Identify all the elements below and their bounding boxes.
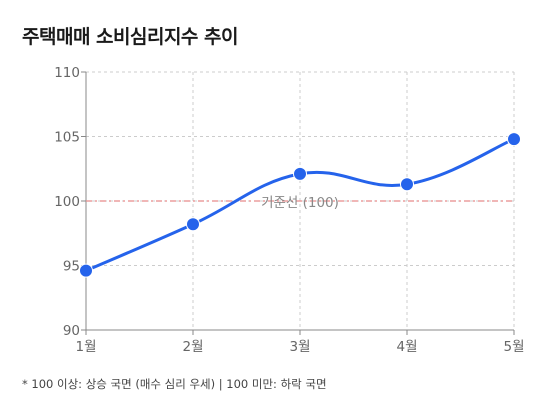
data-point <box>79 263 93 278</box>
tick-labels: 90 95 100 105 110 1월 2월 3월 4월 5월 <box>54 65 524 355</box>
series-group <box>79 132 521 278</box>
chart-title: 주택매매 소비심리지수 추이 <box>22 26 239 48</box>
data-point <box>400 177 414 192</box>
x-tick-label: 4월 <box>396 339 417 355</box>
data-point <box>293 166 307 181</box>
data-point <box>186 217 200 232</box>
y-tick-label: 95 <box>63 259 80 275</box>
x-tick-label: 2월 <box>182 339 203 355</box>
reference-line-group: 기준선 (100) <box>86 195 514 211</box>
x-tick-label: 3월 <box>289 339 310 355</box>
y-tick-label: 90 <box>63 323 80 339</box>
reference-line-label: 기준선 (100) <box>261 195 339 211</box>
x-tick-label: 1월 <box>75 339 96 355</box>
line-chart: 기준선 (100) 90 95 100 105 110 1월 2월 3월 4월 5월 <box>54 65 524 355</box>
y-tick-label: 110 <box>54 65 80 81</box>
x-tick-label: 5월 <box>503 339 524 355</box>
y-tick-label: 100 <box>54 194 80 210</box>
y-tick-label: 105 <box>54 130 80 146</box>
footnote: * 100 이상: 상승 국면 (매수 심리 우세) | 100 미만: 하락 … <box>22 377 327 391</box>
data-point <box>507 132 521 147</box>
